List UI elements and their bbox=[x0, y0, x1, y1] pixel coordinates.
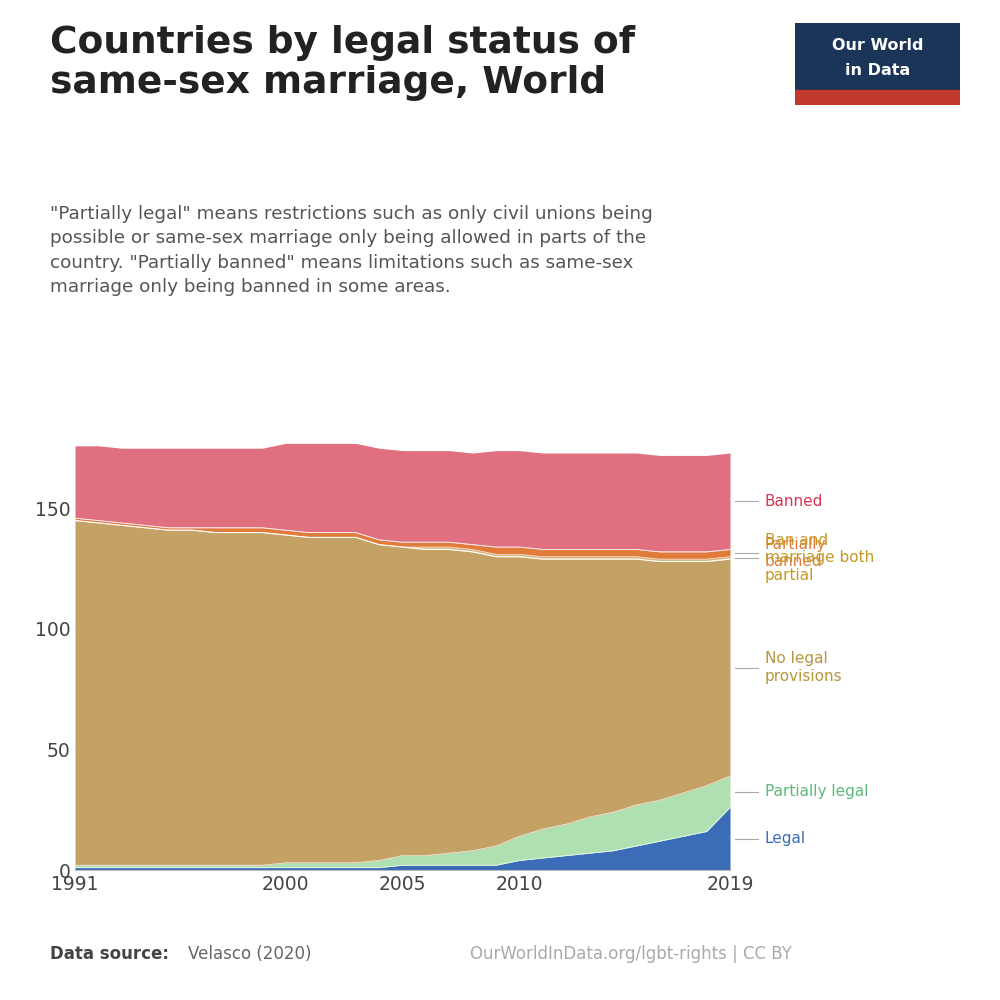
Text: Legal: Legal bbox=[765, 831, 806, 846]
Text: Partially
banned: Partially banned bbox=[765, 537, 826, 569]
Text: Our World: Our World bbox=[832, 38, 923, 53]
Bar bbox=[795, 90, 960, 105]
Text: Partially legal: Partially legal bbox=[765, 784, 868, 799]
Text: Ban and
marriage both
partial: Ban and marriage both partial bbox=[765, 533, 874, 583]
Text: Countries by legal status of
same-sex marriage, World: Countries by legal status of same-sex ma… bbox=[50, 25, 635, 101]
Text: "Partially legal" means restrictions such as only civil unions being
possible or: "Partially legal" means restrictions suc… bbox=[50, 205, 653, 296]
Text: in Data: in Data bbox=[845, 63, 910, 78]
Text: Velasco (2020): Velasco (2020) bbox=[188, 945, 312, 963]
Text: No legal
provisions: No legal provisions bbox=[765, 651, 843, 684]
Bar bbox=[795, 23, 960, 90]
Text: Data source:: Data source: bbox=[50, 945, 169, 963]
Text: OurWorldInData.org/lgbt-rights | CC BY: OurWorldInData.org/lgbt-rights | CC BY bbox=[470, 945, 792, 963]
Text: Banned: Banned bbox=[765, 494, 823, 509]
